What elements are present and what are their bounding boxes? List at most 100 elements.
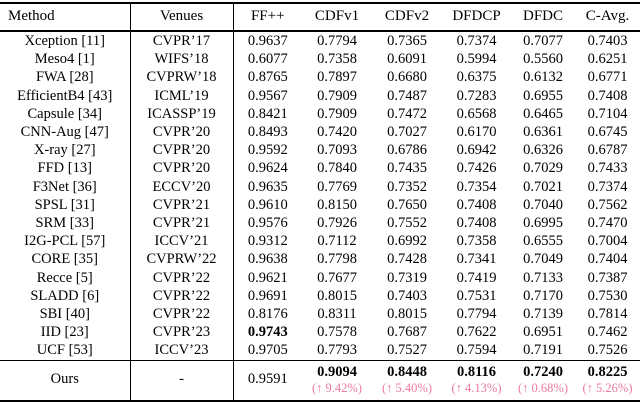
method-cell: SRM [33] [0, 214, 131, 233]
venue-cell: CVPRW’18 [130, 68, 234, 87]
ours-score-gain: (↑ 9.42%) [312, 380, 362, 395]
score-cell: 0.7840 [317, 160, 357, 177]
method-cell: Recce [5] [0, 268, 131, 287]
score-cell: 0.7040 [523, 196, 563, 213]
table-row: Meso4 [1] WIFS’18 0.6077 0.7358 0.6091 0.5994… [0, 50, 640, 69]
score-cell: 0.7487 [387, 87, 427, 104]
score-cell: 0.7462 [587, 324, 628, 341]
score-cell: 0.6077 [247, 51, 288, 68]
score-cell: 0.7578 [317, 324, 357, 341]
score-cell: 0.7354 [456, 178, 497, 195]
score-cell: 0.7426 [456, 160, 497, 177]
score-cell: 0.7341 [456, 251, 497, 268]
column-header-c-avg: C-Avg. [585, 8, 630, 24]
score-cell: 0.7814 [587, 306, 628, 323]
method-cell: FFD [13] [0, 159, 131, 178]
method-cell: Meso4 [1] [0, 50, 131, 69]
score-cell: 0.9312 [247, 233, 288, 250]
ours-section: Ours -0.9591 0.9094 (↑ 9.42%) 0.8448 (↑ 5.40%… [0, 360, 640, 401]
score-cell: 0.7352 [387, 178, 427, 195]
score-cell: 0.9635 [247, 178, 288, 195]
score-cell: 0.7433 [587, 160, 628, 177]
table-row: FWA [28] CVPRW’18 0.8765 0.7897 0.6680 0.6375… [0, 68, 640, 87]
score-cell: 0.7794 [317, 33, 357, 49]
score-cell: 0.6995 [523, 215, 563, 232]
score-cell: 0.6771 [587, 69, 628, 86]
ours-score-value: 0.8225 [587, 363, 628, 380]
score-cell: 0.6680 [387, 69, 427, 86]
score-cell: 0.7472 [387, 105, 427, 122]
score-cell: 0.8493 [247, 124, 288, 141]
ours-score-cell: 0.9094 (↑ 9.42%) [302, 360, 372, 401]
ours-score-value: 0.8116 [456, 363, 497, 380]
score-cell: 0.7365 [387, 33, 427, 49]
score-cell: 0.7562 [587, 196, 628, 213]
score-cell: 0.7358 [456, 233, 497, 250]
ours-ffpp-cell: 0.9591 [247, 371, 288, 388]
score-cell: 0.7191 [523, 342, 563, 359]
table-row: UCF [53] ICCV’23 0.9705 0.7793 0.7527 0.7594 0… [0, 341, 640, 361]
score-cell: 0.7530 [587, 287, 628, 304]
table-row: CNN-Aug [47] CVPR’20 0.8493 0.7420 0.7027 0.6… [0, 123, 640, 142]
score-cell: 0.7004 [587, 233, 628, 250]
score-cell: 0.7909 [317, 105, 357, 122]
score-cell: 0.9691 [247, 287, 288, 304]
score-cell: 0.6951 [523, 324, 563, 341]
score-cell: 0.7104 [587, 105, 628, 122]
score-cell: 0.6942 [456, 142, 497, 159]
method-cell: Capsule [34] [0, 104, 131, 124]
score-cell: 0.7420 [317, 124, 357, 141]
score-cell: 0.7526 [587, 342, 628, 359]
venue-cell: ICCV’21 [130, 232, 234, 251]
table-row: SBI [40] CVPR’22 0.8176 0.8311 0.8015 0.7794 0… [0, 305, 640, 324]
score-cell: 0.7798 [317, 251, 357, 268]
score-cell: 0.7387 [587, 269, 628, 286]
score-cell: 0.7527 [387, 342, 427, 359]
table-row: CORE [35] CVPRW’22 0.9638 0.7798 0.7428 0.734… [0, 250, 640, 269]
venue-cell: WIFS’18 [130, 50, 234, 69]
score-cell: 0.6251 [587, 51, 628, 68]
score-cell: 0.7403 [387, 287, 427, 304]
ours-score-cell: 0.8225 (↑ 5.26%) [575, 360, 640, 401]
venue-cell: CVPR’17 [130, 31, 234, 51]
score-cell: 0.6375 [456, 69, 497, 86]
ours-score-cell: 0.7240 (↑ 0.68%) [511, 360, 575, 401]
table-header: Method Venues FF++ CDFv1 CDFv2 DFDCP DFDC C-Avg… [0, 3, 640, 31]
score-cell: 0.7552 [387, 215, 427, 232]
ours-score-gain: (↑ 5.40%) [382, 380, 432, 395]
table-row: SLADD [6] CVPR’22 0.9691 0.8015 0.7403 0.7531… [0, 286, 640, 306]
score-cell: 0.6786 [387, 142, 427, 159]
score-cell: 0.9705 [247, 342, 288, 359]
venue-cell: CVPR’23 [130, 323, 234, 342]
score-cell: 0.8765 [247, 69, 288, 86]
score-cell: 0.9576 [247, 215, 288, 232]
score-cell: 0.8150 [317, 196, 357, 213]
score-cell: 0.6326 [523, 142, 563, 159]
score-cell: 0.6955 [523, 87, 563, 104]
score-cell: 0.9592 [247, 142, 288, 159]
score-cell: 0.5560 [523, 51, 563, 68]
column-header-venues: Venues [130, 3, 234, 31]
score-cell: 0.7403 [587, 33, 628, 49]
score-cell: 0.9743 [247, 324, 288, 341]
score-cell: 0.7435 [387, 160, 427, 177]
score-cell: 0.9638 [247, 251, 288, 268]
score-cell: 0.5994 [456, 51, 497, 68]
table-row: X-ray [27] CVPR’20 0.9592 0.7093 0.6786 0.694… [0, 141, 640, 160]
table-row: SRM [33] CVPR’21 0.9576 0.7926 0.7552 0.7408 0… [0, 214, 640, 233]
score-cell: 0.9624 [247, 160, 288, 177]
score-cell: 0.7170 [523, 287, 563, 304]
method-cell: Xception [11] [0, 31, 131, 51]
score-cell: 0.6361 [523, 124, 563, 141]
score-cell: 0.7531 [456, 287, 497, 304]
ours-score-cell: 0.8116 (↑ 4.13%) [442, 360, 511, 401]
score-cell: 0.7677 [317, 269, 357, 286]
score-cell: 0.7687 [387, 324, 427, 341]
score-cell: 0.9621 [247, 269, 288, 286]
venue-cell: CVPR’20 [130, 159, 234, 178]
score-cell: 0.7021 [523, 178, 563, 195]
method-cell: IID [23] [0, 323, 131, 342]
venue-cell: CVPR’20 [130, 141, 234, 160]
score-cell: 0.6132 [523, 69, 563, 86]
